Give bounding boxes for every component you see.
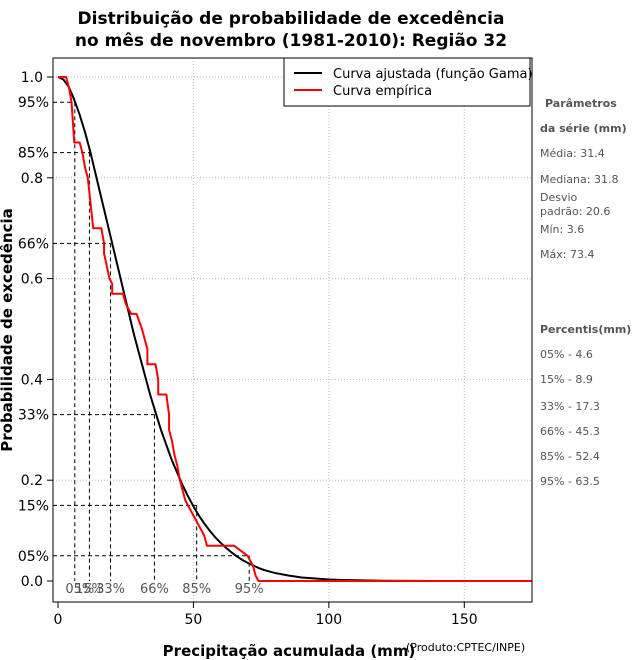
y-tick-label: 0.0	[21, 574, 43, 590]
x-tick-label: 100	[315, 612, 342, 628]
y-tick-label: 0.4	[21, 372, 43, 388]
percentil-66: 66% - 45.3	[540, 425, 600, 438]
percentil-15: 15% - 8.9	[540, 373, 593, 386]
y-ticks: 0.0 0.2 0.4 0.6 0.8 1.0	[21, 70, 53, 590]
chart-title-line1: Distribuição de probabilidade de excedên…	[78, 9, 505, 29]
param-max: Máx: 73.4	[540, 248, 594, 261]
percentile-guide-lines	[53, 101, 250, 581]
param-media: Média: 31.4	[540, 147, 605, 160]
bottom-percent-labels: 05%15%33% 66% 85% 95%	[65, 582, 263, 597]
percentil-95: 95% - 63.5	[540, 475, 600, 488]
chart-title-line2: no mês de novembro (1981-2010): Região 3…	[75, 31, 507, 51]
y-tick-label: 0.8	[21, 171, 43, 187]
plot-frame	[52, 57, 533, 603]
bottom-percent-label: 33%	[96, 582, 125, 597]
bottom-percent-label: 15%	[75, 582, 104, 597]
x-tick-label: 150	[451, 612, 478, 628]
y-axis-label: Probabilidade de excedência	[0, 208, 16, 452]
left-percent-label: 85%	[18, 146, 49, 162]
x-tick-label: 0	[54, 612, 63, 628]
legend: Curva ajustada (função Gama) Curva empír…	[283, 57, 533, 107]
fitted-curve-line	[57, 76, 454, 582]
left-percent-label: 15%	[18, 498, 49, 514]
param-desvio-1: Desvio	[540, 191, 578, 204]
left-percent-label: 05%	[18, 549, 49, 565]
legend-label-empirical: Curva empírica	[333, 84, 432, 99]
param-min: Mín: 3.6	[540, 223, 584, 236]
bottom-percent-label: 05%	[65, 582, 94, 597]
bottom-percent-label: 66%	[140, 582, 169, 597]
params-heading-2: da série (mm)	[540, 122, 627, 135]
bottom-percent-label: 95%	[235, 582, 264, 597]
param-desvio-2: padrão: 20.6	[540, 205, 610, 218]
x-axis-label: Precipitação acumulada (mm)	[163, 642, 416, 660]
legend-label-fitted: Curva ajustada (função Gama)	[333, 67, 533, 82]
percentil-33: 33% - 17.3	[540, 400, 600, 413]
left-percent-labels: 95% 85% 66% 33% 15% 05%	[18, 95, 49, 565]
left-percent-label: 33%	[18, 408, 49, 424]
series-lines	[57, 76, 532, 582]
empirical-curve-line	[58, 76, 532, 582]
x-ticks: 0 50 100 150	[54, 602, 478, 628]
side-panel: Parâmetros da série (mm) Média: 31.4 Med…	[540, 97, 631, 488]
y-tick-label: 0.2	[21, 473, 43, 489]
left-percent-label: 66%	[18, 236, 49, 252]
params-heading-1: Parâmetros	[545, 97, 617, 110]
percentil-85: 85% - 52.4	[540, 450, 600, 463]
param-mediana: Mediana: 31.8	[540, 173, 618, 186]
y-tick-label: 1.0	[21, 70, 43, 86]
left-percent-label: 95%	[18, 95, 49, 111]
y-tick-label: 0.6	[21, 272, 43, 288]
percentis-heading: Percentis(mm)	[540, 323, 631, 336]
x-tick-label: 50	[185, 612, 203, 628]
credit-text: (Produto:CPTEC/INPE)	[406, 641, 525, 654]
grid-lines	[53, 58, 532, 602]
percentil-05: 05% - 4.6	[540, 348, 593, 361]
legend-box	[283, 57, 531, 107]
bottom-percent-label: 85%	[182, 582, 211, 597]
